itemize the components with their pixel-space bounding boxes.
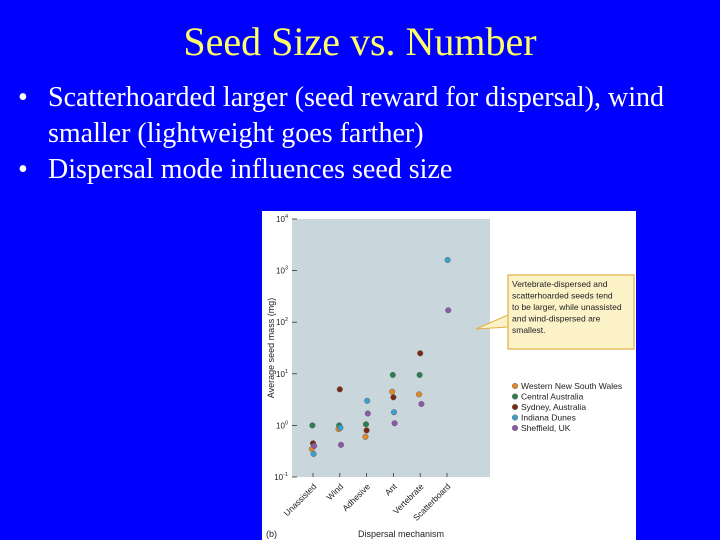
data-point (337, 441, 344, 448)
y-axis-label: Average seed mass (mg) (266, 298, 276, 398)
data-point (415, 391, 422, 398)
seed-mass-figure: 10-1 100 101 102 103 104 Unassisted Wind Adhesi… (262, 211, 636, 540)
data-point (337, 424, 344, 431)
legend-marker (511, 393, 518, 400)
data-point (389, 388, 396, 395)
data-point (362, 433, 369, 440)
legend-marker (511, 424, 518, 431)
bullet-item: • Dispersal mode influences seed size (18, 152, 708, 188)
y-tick-label: 104 (276, 214, 288, 224)
data-point (310, 450, 317, 457)
legend-label: Western New South Wales (521, 381, 622, 391)
bullet-text: Scatterhoarded larger (seed reward for d… (48, 82, 664, 149)
data-point (364, 410, 371, 417)
x-axis-label: Dispersal mechanism (358, 529, 444, 539)
y-tick-label: 102 (276, 317, 288, 327)
legend-marker (511, 382, 518, 389)
callout-text: and wind-dispersed are (512, 314, 601, 324)
x-category-label: Adhesive (340, 481, 372, 513)
data-point (391, 420, 398, 427)
callout-text: to be larger, while unassisted (512, 302, 622, 312)
y-tick-label: 100 (276, 420, 288, 430)
data-point (418, 400, 425, 407)
bullet-item: • Scatterhoarded larger (seed reward for… (18, 80, 708, 152)
legend-marker (511, 414, 518, 421)
callout-box (507, 274, 635, 350)
legend-label: Indiana Dunes (521, 413, 576, 423)
data-point (445, 307, 452, 314)
legend-label: Sheffield, UK (521, 423, 571, 433)
data-point (363, 427, 370, 434)
legend-marker (511, 403, 518, 410)
data-point (390, 394, 397, 401)
data-point (362, 421, 369, 428)
data-point (336, 386, 343, 393)
data-point (309, 422, 316, 429)
callout-text: Vertebrate-dispersed and (512, 279, 608, 289)
data-point (417, 350, 424, 357)
callout-text: smallest. (512, 325, 546, 335)
seed-mass-chart: 10-1 100 101 102 103 104 Unassisted WindAdhesi… (266, 214, 635, 539)
legend-label: Sydney, Australia (521, 402, 586, 412)
legend-label: Central Australia (521, 392, 584, 402)
data-point (390, 409, 397, 416)
x-category-label: Ant (383, 481, 400, 498)
data-point (389, 371, 396, 378)
slide-title: Seed Size vs. Number (183, 19, 537, 64)
x-category-label: Unassisted (282, 481, 319, 518)
bullet-dot: • (18, 154, 28, 185)
data-point (311, 442, 318, 449)
data-point (364, 397, 371, 404)
bullet-text: Dispersal mode influences seed size (48, 154, 453, 185)
plot-area (292, 219, 490, 477)
x-category-label: Wind (324, 481, 345, 502)
data-point (444, 257, 451, 264)
bullet-dot: • (18, 82, 28, 113)
y-tick-label: 10-1 (274, 472, 288, 482)
bullet-list: • Scatterhoarded larger (seed reward for… (18, 80, 708, 188)
y-tick-label: 103 (276, 266, 288, 276)
panel-label: (b) (266, 529, 277, 539)
callout-text: scatterhoarded seeds tend (512, 291, 613, 301)
data-point (416, 371, 423, 378)
y-tick-label: 101 (276, 369, 288, 379)
